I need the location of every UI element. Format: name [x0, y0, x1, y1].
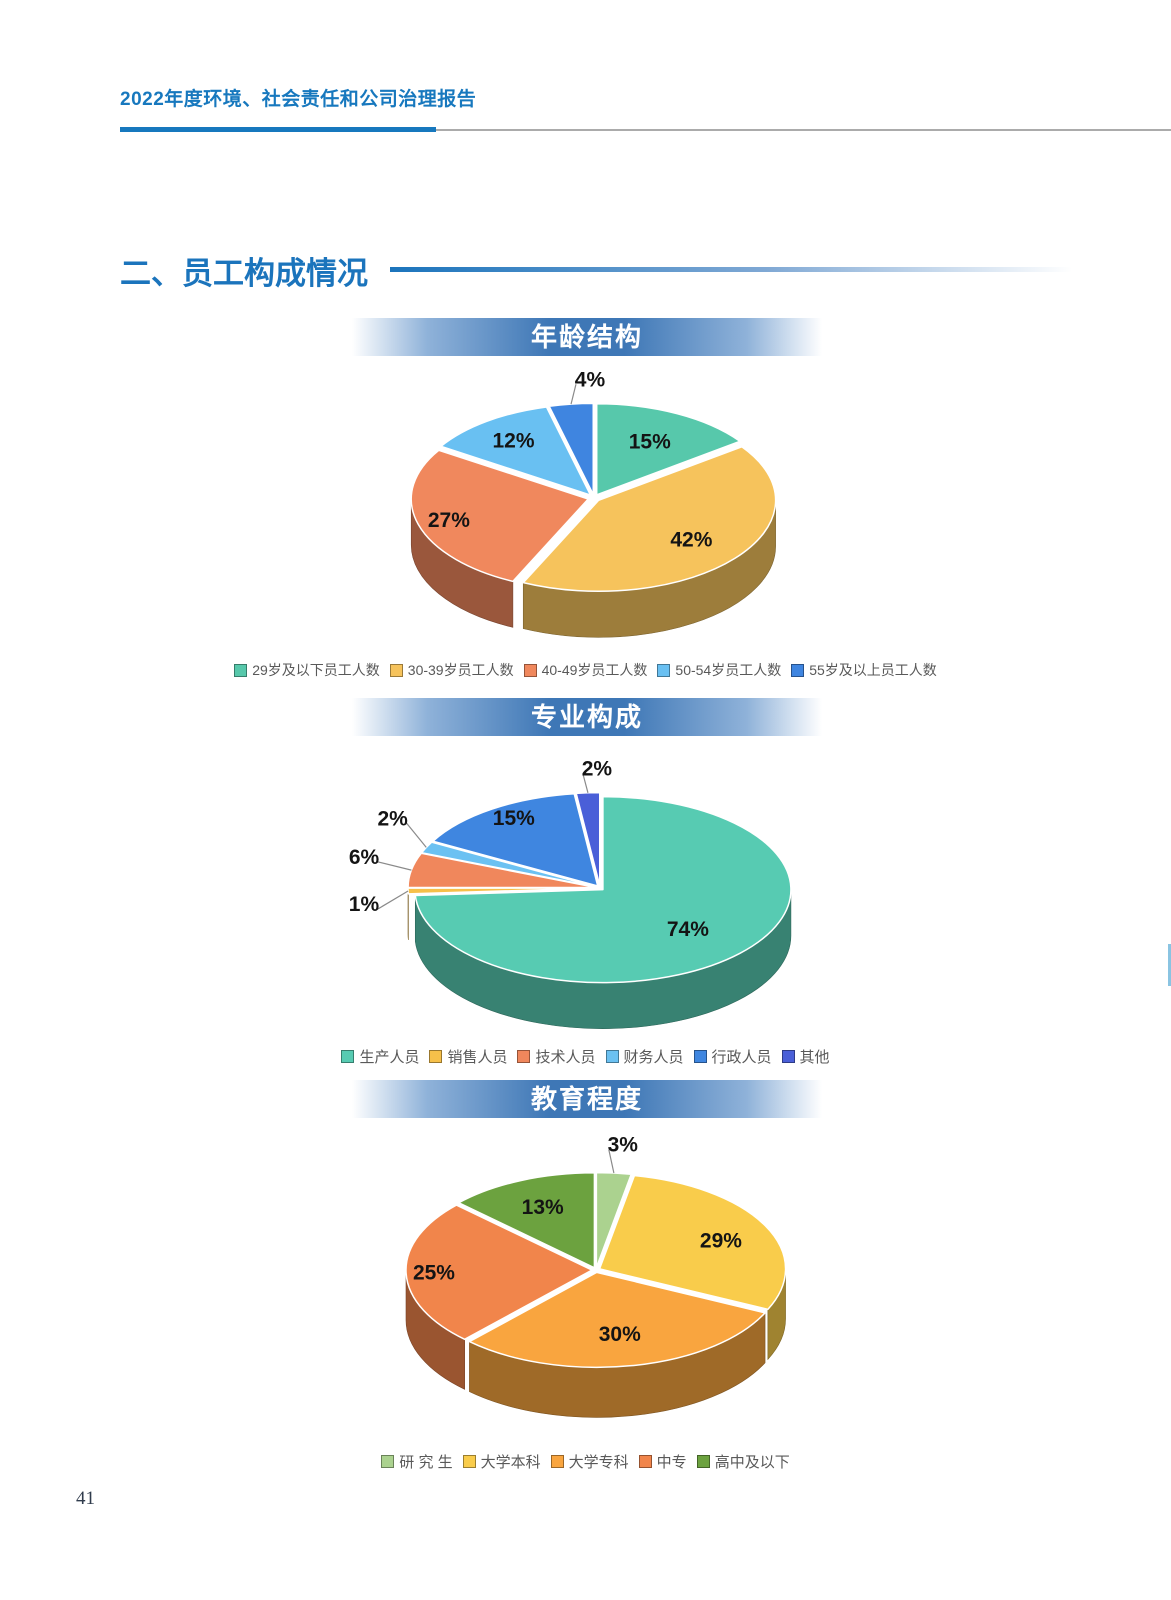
legend-swatch: [781, 1050, 795, 1063]
legend-swatch: [657, 663, 671, 677]
legend-label: 40-49岁员工人数: [541, 662, 648, 678]
legend-label: 高中及以下: [714, 1454, 790, 1471]
percent-label: 27%: [428, 509, 470, 532]
percent-label: 25%: [413, 1262, 455, 1285]
legend-item: 55岁及以上员工人数: [791, 660, 937, 680]
legend-item: 技术人员: [517, 1046, 596, 1067]
percent-label: 30%: [599, 1323, 641, 1346]
legend-label: 55岁及以上员工人数: [809, 662, 937, 678]
legend-label: 30-39岁员工人数: [407, 662, 514, 678]
percent-label: 15%: [493, 807, 535, 830]
legend-label: 技术人员: [535, 1049, 596, 1066]
legend-label: 中专: [656, 1454, 687, 1471]
pie-slice: [458, 1172, 596, 1269]
percent-label: 42%: [670, 529, 712, 552]
legend-label: 50-54岁员工人数: [675, 662, 782, 678]
pie-slice: [420, 841, 598, 888]
percent-label: 2%: [377, 807, 408, 830]
legend-swatch: [462, 1455, 476, 1468]
legend-item: 财务人员: [605, 1046, 684, 1067]
legend-label: 财务人员: [623, 1049, 684, 1066]
legend-item: 40-49岁员工人数: [523, 660, 648, 680]
legend-swatch: [234, 663, 248, 677]
legend-swatch: [341, 1050, 355, 1063]
legend-item: 销售人员: [429, 1046, 507, 1067]
pie-slice: [405, 1204, 593, 1341]
label-leader-line: [377, 890, 409, 910]
legend-swatch: [429, 1050, 443, 1063]
profession-chart-legend: 生产人员 销售人员 技术人员 财务人员 行政人员 其他: [0, 1046, 1171, 1067]
label-leader-line: [570, 384, 577, 405]
legend-item: 其他: [781, 1046, 830, 1067]
legend-label: 销售人员: [447, 1049, 508, 1066]
section-title: 二、员工构成情况: [120, 256, 368, 291]
pie-slice: [598, 1174, 787, 1311]
legend-swatch: [523, 663, 537, 677]
legend-swatch: [381, 1455, 395, 1468]
report-header-title: 2022年度环境、社会责任和公司治理报告: [120, 89, 477, 110]
label-leader-line: [377, 861, 412, 871]
pie-slice: [575, 791, 601, 887]
legend-swatch: [693, 1050, 707, 1063]
pie-slice: [432, 792, 599, 887]
legend-label: 大学专科: [568, 1454, 629, 1471]
pie-slice: [414, 795, 792, 984]
header-underline-gray: [436, 129, 1171, 131]
percent-label: 29%: [700, 1229, 742, 1252]
percent-label: 13%: [522, 1196, 564, 1219]
legend-item: 研 究 生: [381, 1451, 453, 1472]
legend-item: 大学专科: [550, 1451, 629, 1472]
legend-item: 行政人员: [693, 1046, 772, 1067]
side-marker: [1168, 944, 1171, 986]
age-chart-legend: 29岁及以下员工人数 30-39岁员工人数 40-49岁员工人数 50-54岁员工人数…: [0, 660, 1171, 680]
legend-item: 中专: [638, 1451, 687, 1472]
legend-item: 50-54岁员工人数: [657, 660, 781, 680]
pie-slice: [468, 1271, 766, 1369]
percent-label: 1%: [349, 893, 380, 916]
legend-swatch: [638, 1455, 652, 1468]
education-chart-legend: 研 究 生 大学本科 大学专科 中专 高中及以下: [0, 1451, 1171, 1472]
label-leader-line: [406, 822, 427, 848]
page-number: 41: [76, 1488, 95, 1509]
pie-slice: [410, 449, 589, 583]
legend-label: 大学本科: [480, 1454, 541, 1471]
percent-label: 12%: [492, 430, 534, 453]
education-chart-title-band: 教育程度: [352, 1080, 822, 1118]
legend-item: 30-39岁员工人数: [389, 660, 514, 680]
age-chart-title-band: 年龄结构: [352, 318, 822, 356]
legend-swatch: [605, 1050, 619, 1063]
pie-slice: [548, 402, 594, 496]
legend-label: 行政人员: [711, 1049, 772, 1066]
percent-label: 3%: [608, 1134, 639, 1157]
legend-item: 生产人员: [341, 1046, 419, 1067]
legend-swatch: [389, 663, 403, 677]
label-leader-line: [608, 1149, 615, 1174]
percent-label: 6%: [349, 846, 380, 869]
legend-label: 生产人员: [359, 1049, 420, 1066]
percent-label: 2%: [582, 758, 613, 781]
legend-label: 研 究 生: [399, 1454, 453, 1471]
legend-label: 29岁及以下员工人数: [252, 662, 380, 678]
legend-swatch: [696, 1455, 710, 1468]
legend-swatch: [550, 1455, 564, 1468]
label-leader-line: [582, 773, 589, 793]
legend-item: 大学本科: [462, 1451, 541, 1472]
legend-item: 29岁及以下员工人数: [234, 660, 380, 680]
profession-chart-title-band: 专业构成: [352, 698, 822, 736]
pie-slice: [522, 446, 777, 593]
legend-item: 高中及以下: [696, 1451, 790, 1472]
percent-label: 15%: [629, 430, 671, 453]
header-underline-blue: [120, 127, 436, 132]
percent-label: 4%: [575, 368, 606, 391]
pie-slice: [595, 403, 741, 496]
section-rule: [390, 267, 1072, 272]
legend-label: 其他: [799, 1049, 830, 1066]
legend-swatch: [517, 1050, 531, 1063]
legend-swatch: [791, 663, 805, 677]
percent-label: 74%: [667, 918, 709, 941]
pie-slice: [440, 406, 592, 496]
